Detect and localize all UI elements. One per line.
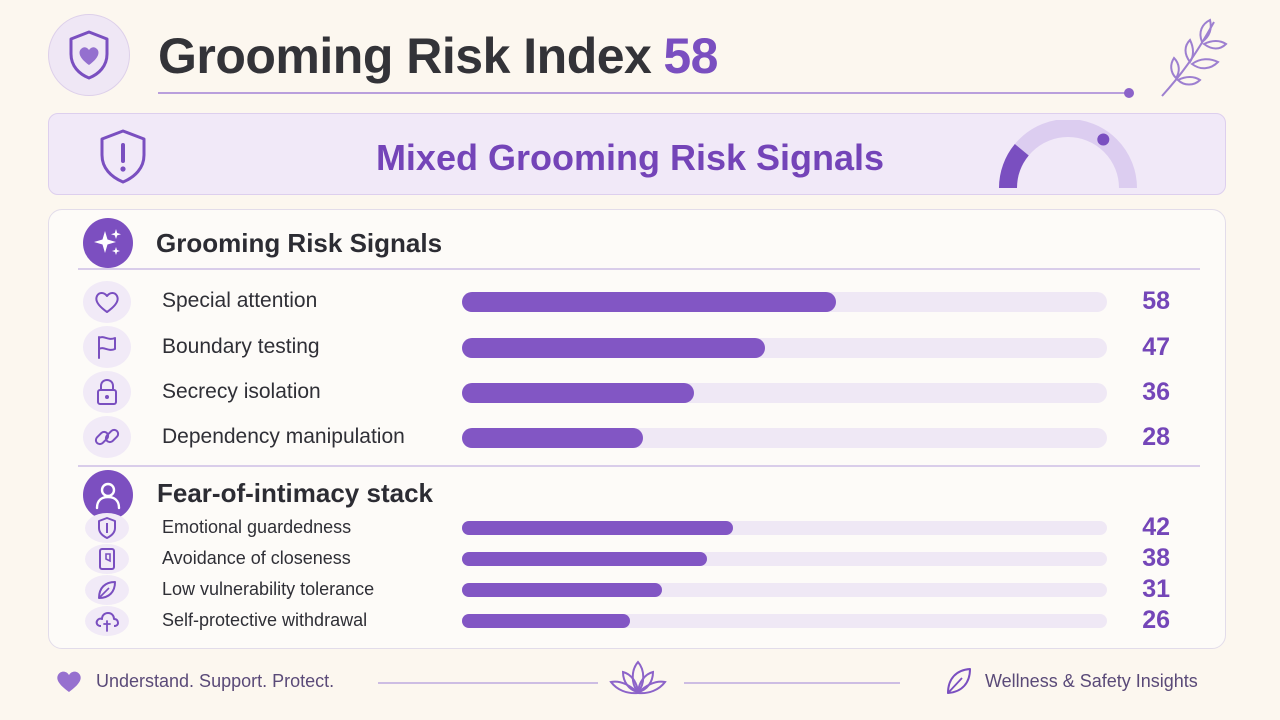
signal-bar-track <box>462 583 1107 597</box>
signal-value: 38 <box>1142 544 1170 572</box>
row-icon-badge <box>83 371 131 413</box>
signal-bar-fill <box>462 614 630 628</box>
risk-gauge <box>999 120 1137 189</box>
heart-icon <box>95 292 119 313</box>
section-icon-badge <box>83 470 133 520</box>
page-title-text: Grooming Risk Index <box>158 28 652 84</box>
overall-score: 58 <box>663 28 718 84</box>
section-title-intimacy: Fear-of-intimacy stack <box>157 478 433 508</box>
signal-bar-fill <box>462 552 708 566</box>
lock-icon <box>97 378 117 405</box>
signal-value: 47 <box>1142 333 1170 361</box>
leaf-icon <box>98 581 116 599</box>
logo-badge <box>48 14 130 96</box>
signal-bar-fill <box>462 521 733 535</box>
signal-bar-track <box>462 428 1107 448</box>
section-title-grooming: Grooming Risk Signals <box>156 228 443 258</box>
flag-icon <box>98 336 116 359</box>
shield-alert-icon <box>100 129 146 184</box>
signal-bar-track <box>462 338 1107 358</box>
shield-icon <box>98 517 116 539</box>
footer-heart-icon <box>57 671 81 692</box>
row-icon-badge <box>85 513 129 543</box>
signal-bar-fill <box>462 428 643 448</box>
page-title: Grooming Risk Index 58 <box>158 24 718 88</box>
row-icon-badge <box>85 606 129 636</box>
signal-value: 42 <box>1142 513 1170 541</box>
signal-bar-fill <box>462 338 766 358</box>
cloud-icon <box>95 612 119 632</box>
signal-bar-fill <box>462 383 695 403</box>
signal-bar-track <box>462 292 1107 312</box>
signal-label: Secrecy isolation <box>162 380 321 403</box>
signal-label: Emotional guardedness <box>162 517 352 537</box>
signal-label: Dependency manipulation <box>162 425 405 448</box>
signal-label: Avoidance of closeness <box>162 548 351 568</box>
row-icon-badge <box>85 544 129 574</box>
signal-label: Self-protective withdrawal <box>162 610 368 630</box>
sparkles-icon <box>94 229 121 255</box>
row-icon-badge <box>83 416 131 458</box>
gauge-fill <box>999 144 1029 189</box>
signal-bar-fill <box>462 583 662 597</box>
gauge-marker <box>1097 133 1110 146</box>
signal-bar-track <box>462 383 1107 403</box>
row-icon-badge <box>83 281 131 323</box>
signal-label: Boundary testing <box>162 335 320 358</box>
title-underline-dot <box>1124 88 1134 98</box>
signal-label: Low vulnerability tolerance <box>162 579 375 599</box>
title-underline <box>158 92 1128 94</box>
lotus-icon <box>609 660 667 695</box>
signal-value: 58 <box>1142 287 1170 315</box>
footer-tagline: Understand. Support. Protect. <box>96 671 335 691</box>
signal-value: 28 <box>1142 423 1170 451</box>
signal-bar-track <box>462 521 1107 535</box>
footer-divider-left <box>378 682 598 684</box>
door-icon <box>99 548 115 570</box>
signal-value: 26 <box>1142 606 1170 634</box>
signal-bar-track <box>462 614 1107 628</box>
footer-divider-right <box>684 682 900 684</box>
section-divider <box>78 465 1200 467</box>
signal-label: Special attention <box>162 289 318 312</box>
signal-value: 36 <box>1142 378 1170 406</box>
footer-brand: Wellness & Safety Insights <box>985 671 1198 691</box>
section-icon-badge <box>83 218 133 268</box>
footer-leaf-icon <box>947 668 971 694</box>
shield-heart-icon <box>69 30 109 80</box>
leaf-branch-icon <box>1161 18 1228 97</box>
link-icon <box>94 428 120 446</box>
signal-bar-fill <box>462 292 837 312</box>
user-icon <box>95 482 121 510</box>
banner-title: Mixed Grooming Risk Signals <box>375 137 885 178</box>
row-icon-badge <box>83 326 131 368</box>
signal-value: 31 <box>1142 575 1170 603</box>
row-icon-badge <box>85 575 129 605</box>
section-divider <box>78 268 1200 270</box>
signal-bar-track <box>462 552 1107 566</box>
